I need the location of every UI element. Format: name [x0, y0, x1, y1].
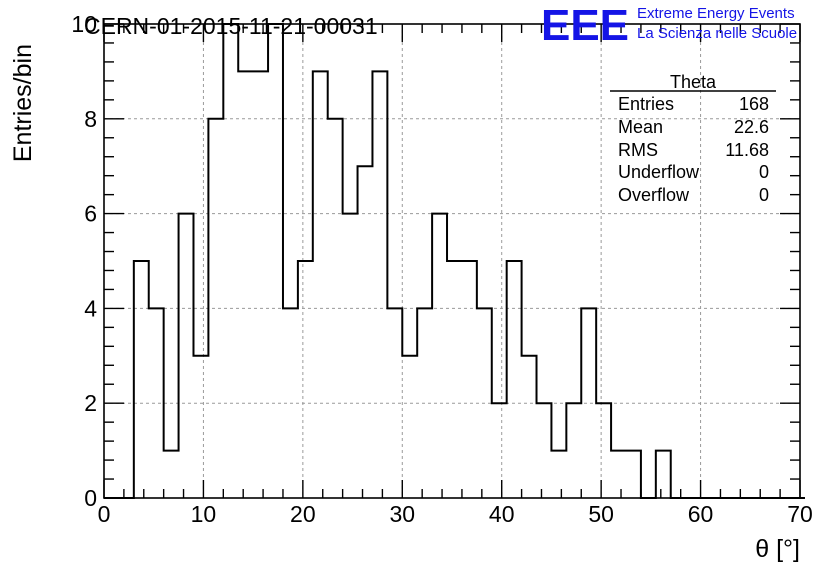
x-tick-label: 30	[389, 501, 415, 527]
logo-line-2: La Scienza nelle Scuole	[637, 25, 797, 42]
stats-value-entries: 168	[739, 94, 769, 114]
histogram-bin	[447, 261, 462, 498]
stats-label-overflow: Overflow	[618, 185, 690, 205]
x-tick-label: 60	[688, 501, 714, 527]
histogram-bin	[551, 451, 566, 498]
histogram-bin	[507, 261, 522, 498]
x-tick-label: 40	[489, 501, 515, 527]
stats-value-overflow: 0	[759, 185, 769, 205]
histogram-bin	[596, 403, 611, 498]
histogram-bin	[268, 24, 283, 498]
histogram-bin	[313, 71, 328, 498]
histogram-bin	[537, 403, 552, 498]
stats-value-mean: 22.6	[734, 117, 769, 137]
y-tick-label: 8	[84, 106, 97, 132]
histogram-bin	[492, 403, 507, 498]
y-tick-label: 0	[84, 485, 97, 511]
axis-ticks	[103, 23, 801, 499]
histogram-outline	[104, 23, 805, 499]
x-tick-label: 20	[290, 501, 316, 527]
x-tick-label: 10	[191, 501, 217, 527]
histogram-bin	[611, 451, 626, 498]
y-tick-label: 4	[84, 295, 97, 321]
logo-line-1: Extreme Energy Events	[637, 5, 795, 22]
histogram-bin	[208, 119, 223, 498]
stats-title: Theta	[670, 72, 717, 92]
y-axis-label: Entries/bin	[9, 44, 37, 162]
histogram-bin	[134, 261, 149, 498]
histogram-bin	[164, 451, 179, 498]
y-tick-label: 6	[84, 201, 97, 227]
y-tick-label: 10	[71, 11, 97, 37]
histogram-bin	[238, 71, 253, 498]
stats-label-rms: RMS	[618, 140, 658, 160]
stats-label-mean: Mean	[618, 117, 663, 137]
stats-label-underflow: Underflow	[618, 162, 700, 182]
histogram-bin	[343, 214, 358, 498]
x-axis-label: θ [°]	[755, 535, 800, 563]
stats-label-entries: Entries	[618, 94, 674, 114]
histogram-bin	[402, 356, 417, 498]
histogram-bin	[626, 451, 641, 498]
stats-value-rms: 11.68	[725, 140, 769, 160]
histogram-bin	[223, 24, 238, 498]
histogram-bin	[372, 71, 387, 498]
histogram-bin	[522, 356, 537, 498]
x-tick-label: 50	[588, 501, 614, 527]
x-tick-label: 70	[787, 501, 813, 527]
stats-box: Theta Entries 168 Mean 22.6 RMS 11.68 Un…	[610, 72, 776, 205]
eee-logo: EEE Extreme Energy Events La Scienza nel…	[541, 1, 797, 50]
histogram-bin	[253, 71, 268, 498]
stats-value-underflow: 0	[759, 162, 769, 182]
x-tick-labels: 0 10 20 30 40 50 60 70	[98, 501, 813, 527]
y-tick-label: 2	[84, 390, 97, 416]
histogram-bin	[432, 214, 447, 498]
y-tick-labels: 0 2 4 6 8 10	[71, 11, 97, 511]
histogram-bin	[566, 403, 581, 498]
histogram-bin	[179, 214, 194, 498]
histogram-bin	[193, 356, 208, 498]
plot-frame	[103, 23, 801, 499]
histogram-bin	[656, 451, 671, 498]
histogram-bin	[462, 261, 477, 498]
chart-title: CERN-01-2015-11-21-00031	[84, 13, 378, 39]
eee-logo-mark: EEE	[541, 1, 629, 50]
histogram-bin	[298, 261, 313, 498]
x-tick-label: 0	[98, 501, 111, 527]
histogram-bin	[581, 308, 596, 498]
histogram-bin	[149, 308, 164, 498]
histogram-bin	[358, 166, 373, 498]
